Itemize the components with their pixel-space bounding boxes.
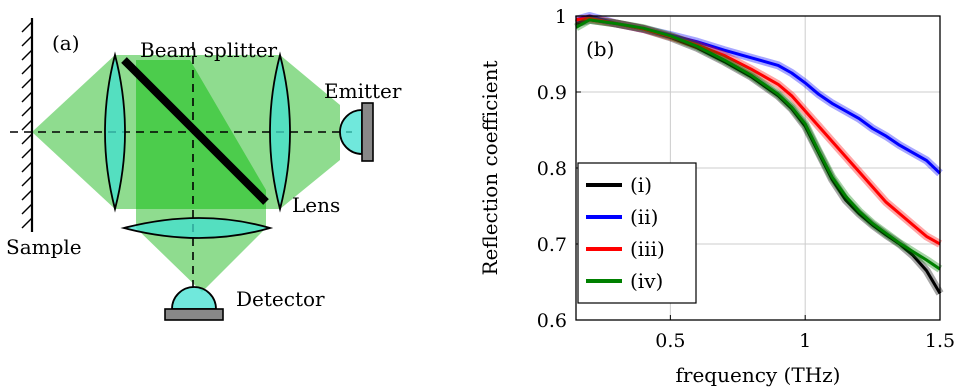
y-tick-label: 0.6 <box>537 310 567 332</box>
beam-splitter <box>121 57 269 205</box>
setup-diagram: (a) Beam splitter Emitter Lens Sample De… <box>6 18 402 321</box>
emitter-body <box>361 102 374 162</box>
lens-label: Lens <box>292 193 340 217</box>
sample-label: Sample <box>6 235 82 259</box>
x-axis-label: frequency (THz) <box>676 363 841 387</box>
detector-dome <box>171 286 217 310</box>
lens-bottom <box>120 217 274 239</box>
x-tick-label: 0.5 <box>655 330 685 352</box>
panel-a-label: (a) <box>52 31 80 55</box>
reflection-chart: 0.5 1 1.5 0.6 0.7 0.8 0.9 1 (b) frequency (THz)… <box>478 6 955 387</box>
x-tick-label: 1.5 <box>925 330 955 352</box>
beam-detector-cone <box>136 228 266 292</box>
y-tick-label: 0.7 <box>537 234 567 256</box>
panel-b-label: (b) <box>586 37 614 61</box>
chart-legend: (i) (ii) (iii) (iv) <box>577 162 697 304</box>
series-line <box>575 14 942 175</box>
lens-left <box>104 51 126 213</box>
y-tick-label: 0.9 <box>537 82 567 104</box>
y-tick-label: 1 <box>555 6 567 28</box>
legend-entry: (iv) <box>630 269 663 293</box>
series-line <box>575 18 941 271</box>
detector-body <box>164 308 224 321</box>
emitter-dome <box>339 109 363 155</box>
legend-entry: (ii) <box>630 205 658 229</box>
y-axis-label: Reflection coefficient <box>478 60 502 275</box>
chart-ticks: 0.5 1 1.5 0.6 0.7 0.8 0.9 1 <box>537 6 955 352</box>
beam-splitter-label: Beam splitter <box>140 38 278 62</box>
x-tick-label: 1 <box>799 330 811 352</box>
series-band <box>574 12 943 177</box>
lens-right <box>269 51 291 213</box>
legend-entry: (iii) <box>630 237 665 261</box>
sample-hatch <box>21 21 33 229</box>
chart-series <box>574 12 944 296</box>
legend-entry: (i) <box>630 173 652 197</box>
detector-label: Detector <box>236 287 325 311</box>
y-tick-label: 0.8 <box>537 158 567 180</box>
emitter-label: Emitter <box>324 79 402 103</box>
